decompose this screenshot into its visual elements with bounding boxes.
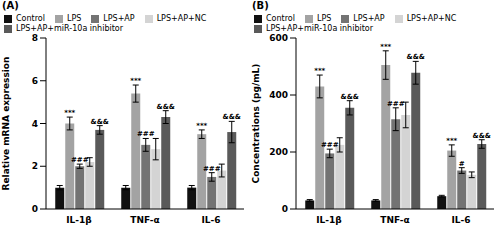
html-text:Control: Control: [266, 14, 295, 23]
svg-text:###: ###: [71, 156, 89, 164]
svg-text:0: 0: [282, 204, 288, 214]
html-text:LPS+AP+NC: LPS+AP+NC: [406, 14, 457, 23]
svg-text:###: ###: [203, 165, 221, 173]
svg-text:Relative mRNA expression: Relative mRNA expression: [8, 57, 11, 191]
svg-text:###: ###: [387, 100, 405, 108]
svg-text:8: 8: [32, 33, 38, 43]
svg-text:4: 4: [32, 119, 38, 129]
html-text:(A): (A): [2, 0, 19, 11]
svg-text:200: 200: [269, 147, 288, 157]
html-text:(B): (B): [252, 0, 269, 11]
svg-text:2: 2: [32, 161, 38, 171]
svg-text:***: ***: [314, 67, 325, 75]
svg-text:***: ***: [64, 109, 75, 117]
html-text:LPS+AP+miR-10a inhibitor: LPS+AP+miR-10a inhibitor: [16, 24, 123, 33]
html-text:LPS+AP: LPS+AP: [103, 14, 135, 23]
html-text:LPS+AP+NC: LPS+AP+NC: [156, 14, 207, 23]
html-text:LPS+AP+miR-10a inhibitor: LPS+AP+miR-10a inhibitor: [266, 24, 373, 33]
svg-text:#: #: [459, 160, 465, 168]
svg-text:&&&: &&&: [341, 93, 359, 101]
svg-text:IL-1β: IL-1β: [66, 215, 92, 225]
svg-text:TNF-α: TNF-α: [380, 215, 409, 225]
svg-text:TNF-α: TNF-α: [130, 215, 159, 225]
svg-text:IL-6: IL-6: [451, 215, 470, 225]
svg-text:###: ###: [137, 130, 155, 138]
svg-text:&&&: &&&: [407, 53, 425, 61]
svg-text:&&&: &&&: [91, 118, 109, 126]
html-text:LPS: LPS: [66, 14, 82, 23]
svg-text:0: 0: [32, 204, 38, 214]
svg-text:&&&: &&&: [223, 113, 241, 121]
html-text:Control: Control: [16, 14, 45, 23]
svg-text:***: ***: [130, 77, 141, 85]
svg-text:###: ###: [321, 141, 339, 149]
svg-text:400: 400: [269, 90, 288, 100]
svg-text:Concentrations (pg/mL): Concentrations (pg/mL): [251, 64, 261, 184]
svg-text:&&&: &&&: [157, 103, 175, 111]
svg-text:&&&: &&&: [473, 132, 491, 140]
html-text:LPS: LPS: [316, 14, 332, 23]
svg-text:6: 6: [32, 76, 38, 86]
svg-text:600: 600: [269, 33, 288, 43]
svg-text:IL-1β: IL-1β: [316, 215, 342, 225]
svg-text:***: ***: [196, 122, 207, 130]
html-text:LPS+AP: LPS+AP: [353, 14, 385, 23]
svg-text:***: ***: [380, 43, 391, 51]
svg-text:IL-6: IL-6: [201, 215, 220, 225]
svg-text:***: ***: [446, 137, 457, 145]
